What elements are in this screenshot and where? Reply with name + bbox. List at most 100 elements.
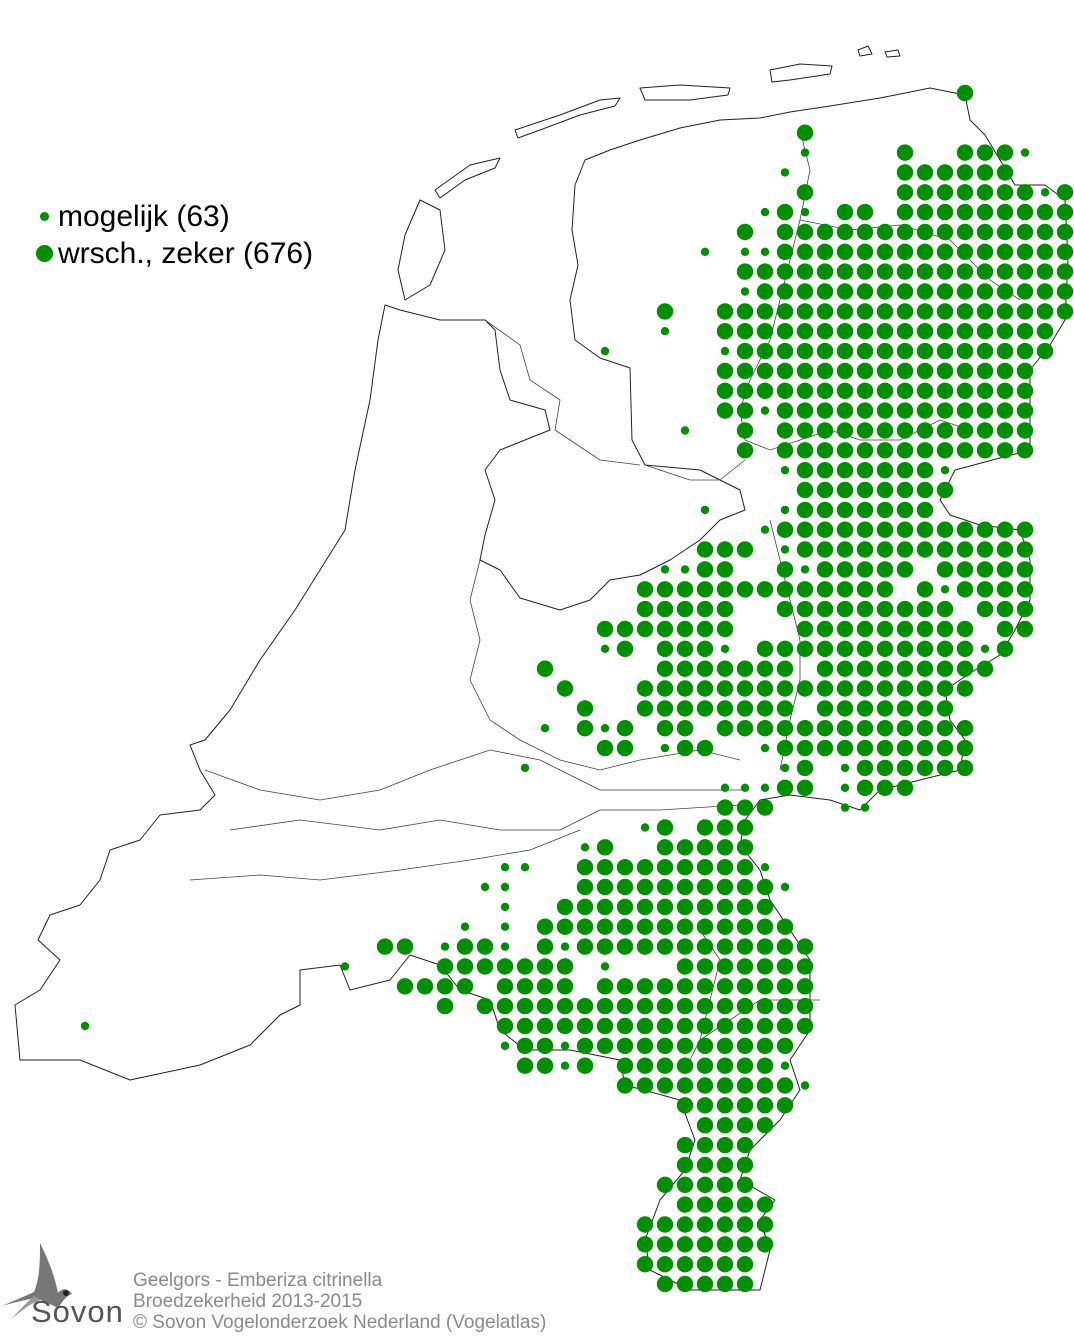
dot-probable-certain: [916, 541, 934, 558]
dot-probable-certain: [816, 303, 834, 320]
dot-probable-certain: [776, 938, 794, 955]
dot-probable-certain: [776, 997, 794, 1015]
dot-probable-certain: [796, 779, 814, 796]
dot-probable-certain: [876, 223, 894, 241]
dot-probable-certain: [1016, 620, 1034, 638]
dot-probable-certain: [676, 1236, 694, 1253]
dot-probable-certain: [896, 342, 914, 360]
dot-probable-certain: [916, 600, 934, 618]
dot-probable-certain: [756, 263, 774, 280]
dot-possible: [760, 783, 770, 792]
dot-probable-certain: [716, 938, 734, 955]
dot-probable-certain: [876, 521, 894, 538]
dot-probable-certain: [696, 1017, 714, 1035]
dot-probable-certain: [936, 442, 954, 459]
dot-probable-certain: [796, 739, 814, 757]
dot-possible: [840, 763, 850, 773]
dot-probable-certain: [1056, 303, 1074, 320]
dot-probable-certain: [996, 243, 1014, 260]
dot-possible: [600, 724, 610, 733]
legend-item-possible: mogelijk (63): [30, 198, 313, 235]
dot-probable-certain: [536, 1037, 554, 1055]
dot-probable-certain: [836, 203, 854, 221]
dot-probable-certain: [796, 362, 814, 380]
dot-probable-certain: [536, 978, 554, 995]
dot-probable-certain: [896, 303, 914, 320]
dot-probable-certain: [976, 521, 994, 538]
dot-probable-certain: [576, 1037, 594, 1055]
dot-probable-certain: [796, 958, 814, 975]
dot-probable-certain: [896, 362, 914, 380]
dot-probable-certain: [876, 759, 894, 777]
dot-probable-certain: [776, 958, 794, 975]
dot-probable-certain: [856, 342, 874, 360]
dot-possible: [700, 505, 710, 515]
dot-probable-certain: [676, 600, 694, 618]
dot-possible: [80, 1021, 90, 1031]
dot-probable-certain: [736, 1136, 754, 1154]
dot-probable-certain: [1016, 184, 1034, 201]
dot-probable-certain: [736, 898, 754, 916]
dot-probable-certain: [996, 620, 1014, 638]
dot-probable-certain: [1016, 541, 1034, 558]
dot-probable-certain: [916, 759, 934, 777]
dot-probable-certain: [776, 521, 794, 538]
dot-probable-certain: [756, 581, 774, 598]
dot-probable-certain: [656, 620, 674, 638]
dot-probable-certain: [756, 342, 774, 360]
dot-probable-certain: [696, 878, 714, 896]
dot-probable-certain: [956, 620, 974, 638]
dot-probable-certain: [696, 1176, 714, 1194]
dot-probable-certain: [916, 640, 934, 657]
dot-probable-certain: [736, 223, 754, 241]
dot-probable-certain: [576, 720, 594, 737]
dot-probable-certain: [796, 422, 814, 439]
dot-probable-certain: [856, 620, 874, 638]
dot-probable-certain: [976, 342, 994, 360]
dot-probable-certain: [876, 561, 894, 578]
large-dot-icon: [35, 245, 53, 262]
dot-probable-certain: [976, 600, 994, 618]
dot-probable-certain: [976, 243, 994, 260]
dot-probable-certain: [856, 779, 874, 796]
dot-probable-certain: [836, 581, 854, 598]
dot-possible: [680, 426, 690, 435]
dot-probable-certain: [856, 203, 874, 221]
dot-probable-certain: [736, 541, 754, 558]
dot-probable-certain: [736, 978, 754, 995]
dot-possible: [760, 863, 770, 872]
dot-probable-certain: [676, 978, 694, 995]
dot-probable-certain: [636, 1236, 654, 1253]
dot-probable-certain: [896, 521, 914, 538]
dot-probable-certain: [976, 660, 994, 677]
dot-probable-certain: [716, 799, 734, 816]
dot-probable-certain: [916, 422, 934, 439]
dot-probable-certain: [956, 720, 974, 737]
dot-probable-certain: [656, 720, 674, 737]
dot-possible: [720, 783, 730, 792]
dot-probable-certain: [456, 978, 474, 995]
dot-possible: [580, 843, 590, 852]
dot-probable-certain: [836, 660, 854, 677]
dot-probable-certain: [676, 958, 694, 975]
dot-probable-certain: [816, 561, 834, 578]
dot-probable-certain: [616, 739, 634, 757]
dot-possible: [460, 922, 470, 931]
dot-probable-certain: [896, 402, 914, 419]
dot-probable-certain: [716, 581, 734, 598]
dot-probable-certain: [656, 1017, 674, 1035]
dot-probable-certain: [756, 1216, 774, 1233]
dot-probable-certain: [696, 1077, 714, 1094]
dot-probable-certain: [856, 700, 874, 717]
dot-probable-certain: [696, 997, 714, 1015]
dot-probable-certain: [1036, 323, 1054, 340]
dot-probable-certain: [776, 720, 794, 737]
dot-probable-certain: [876, 402, 894, 419]
dot-probable-certain: [976, 581, 994, 598]
dot-probable-certain: [976, 263, 994, 280]
dot-probable-certain: [916, 620, 934, 638]
dot-probable-certain: [596, 938, 614, 955]
dot-probable-certain: [776, 422, 794, 439]
dot-probable-certain: [656, 700, 674, 717]
dot-possible: [480, 882, 490, 892]
